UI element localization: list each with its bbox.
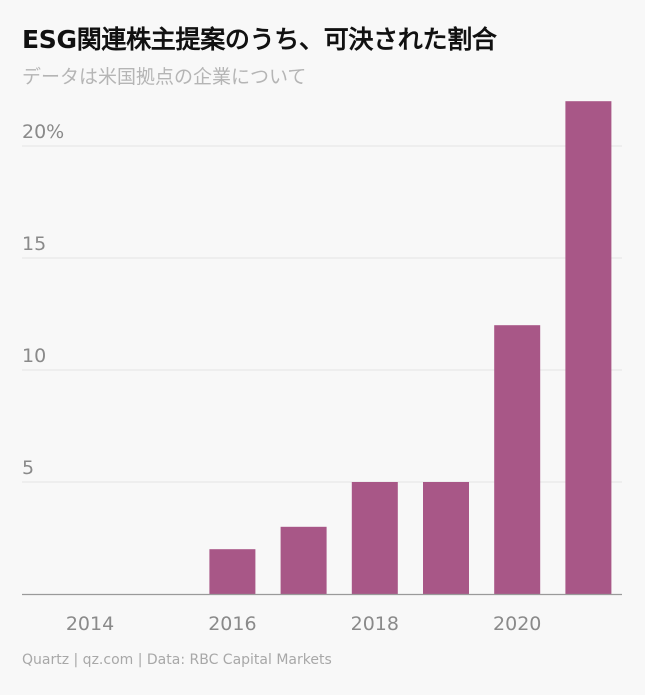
bar-2020	[494, 325, 541, 594]
source-footer: Quartz | qz.com | Data: RBC Capital Mark…	[22, 652, 332, 668]
y-tick-label: 20%	[22, 121, 64, 143]
y-axis-tick-labels: 5 10 15 20%	[22, 121, 64, 479]
bar-2016	[209, 549, 256, 594]
x-tick-label: 2020	[493, 613, 541, 635]
bar-chart: 5 10 15 20% 2014 2016 2018 2020	[22, 101, 622, 635]
bars	[209, 101, 612, 594]
y-tick-label: 15	[22, 233, 46, 255]
bar-2021	[565, 101, 612, 594]
x-tick-label: 2016	[208, 613, 256, 635]
bar-2019	[423, 482, 469, 594]
chart-title: ESG関連株主提案のうち、可決された割合	[22, 25, 497, 54]
bar-2017	[280, 526, 327, 594]
x-tick-label: 2018	[351, 613, 399, 635]
x-tick-label: 2014	[66, 613, 114, 635]
x-axis-tick-labels: 2014 2016 2018 2020	[66, 613, 542, 635]
chart-subtitle: データは米国拠点の企業について	[22, 66, 307, 88]
y-tick-label: 5	[22, 457, 34, 479]
y-tick-label: 10	[22, 345, 46, 367]
bar-2018	[351, 482, 398, 594]
